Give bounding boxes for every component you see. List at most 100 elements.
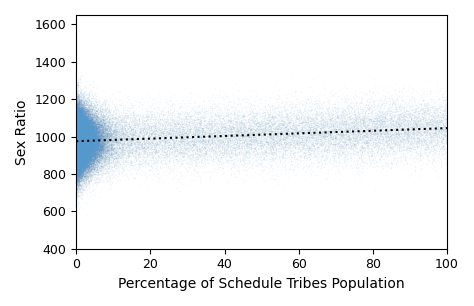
Point <box>90 116 97 121</box>
Point <box>82 139 90 144</box>
Point <box>227 120 235 125</box>
Point <box>75 155 83 160</box>
Point <box>80 104 87 109</box>
Point <box>73 125 81 130</box>
Point <box>74 166 82 171</box>
Point <box>73 173 81 178</box>
Point <box>75 159 82 164</box>
Point <box>133 116 140 121</box>
Point <box>74 150 82 155</box>
Point <box>77 147 85 152</box>
Point <box>73 131 81 136</box>
Point <box>73 107 80 112</box>
Point <box>257 159 264 164</box>
Point <box>75 145 82 150</box>
Point <box>83 161 91 166</box>
Point <box>130 125 137 129</box>
Point <box>212 125 219 130</box>
Point <box>82 161 90 166</box>
Point <box>78 145 85 150</box>
Point <box>81 130 88 135</box>
Point <box>179 129 186 134</box>
Point <box>276 105 283 110</box>
Point <box>82 124 89 129</box>
Point <box>75 151 82 156</box>
Point <box>407 138 414 143</box>
Point <box>360 154 368 159</box>
Point <box>104 123 111 128</box>
Point <box>83 138 91 143</box>
Point <box>81 131 89 136</box>
Point <box>352 164 360 169</box>
Point <box>185 137 192 142</box>
Point <box>117 112 125 117</box>
Point <box>86 134 93 139</box>
Point <box>74 162 82 166</box>
Point <box>74 130 82 135</box>
Point <box>78 137 86 142</box>
Point <box>76 135 83 140</box>
Point <box>236 124 243 129</box>
Point <box>74 136 82 141</box>
Point <box>81 158 89 162</box>
Point <box>78 96 85 101</box>
Point <box>79 149 87 154</box>
Point <box>74 126 82 131</box>
Point <box>89 158 96 162</box>
Point <box>76 129 83 133</box>
Point <box>79 155 86 160</box>
Point <box>76 140 84 145</box>
Point <box>402 125 410 130</box>
Point <box>195 141 202 146</box>
Point <box>181 146 189 151</box>
Point <box>75 144 83 148</box>
Point <box>77 163 84 168</box>
Point <box>75 118 83 122</box>
Point <box>393 127 401 132</box>
Point <box>74 141 82 146</box>
Point <box>105 143 112 148</box>
Point <box>125 138 132 143</box>
Point <box>87 147 94 152</box>
Point <box>75 123 82 128</box>
Point <box>145 160 153 165</box>
Point <box>89 151 96 156</box>
Point <box>190 150 197 155</box>
Point <box>90 165 97 170</box>
Point <box>191 141 199 146</box>
Point <box>391 100 398 105</box>
Point <box>73 124 81 129</box>
Point <box>73 137 81 142</box>
Point <box>75 149 82 154</box>
Point <box>366 125 374 129</box>
Point <box>85 131 92 136</box>
Point <box>73 131 80 136</box>
Point <box>176 135 184 140</box>
Point <box>79 137 86 142</box>
Point <box>73 166 81 171</box>
Point <box>303 144 310 149</box>
Point <box>316 122 324 127</box>
Point <box>90 129 98 134</box>
Point <box>81 145 89 150</box>
Point <box>83 124 91 129</box>
Point <box>273 172 280 177</box>
Point <box>103 111 111 116</box>
Point <box>409 118 417 122</box>
Point <box>109 119 116 124</box>
Point <box>216 148 223 153</box>
Point <box>218 150 225 155</box>
Point <box>287 136 295 141</box>
Point <box>95 136 103 141</box>
Point <box>162 101 170 106</box>
Point <box>77 117 85 122</box>
Point <box>99 158 107 163</box>
Point <box>76 154 84 159</box>
Point <box>83 131 91 136</box>
Point <box>90 110 98 115</box>
Point <box>74 156 82 161</box>
Point <box>384 157 392 162</box>
Point <box>73 142 81 147</box>
Point <box>101 129 109 134</box>
Point <box>132 132 140 137</box>
